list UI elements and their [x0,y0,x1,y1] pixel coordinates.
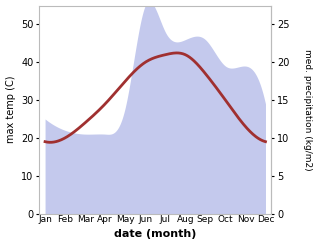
Y-axis label: max temp (C): max temp (C) [5,76,16,143]
X-axis label: date (month): date (month) [114,230,197,239]
Y-axis label: med. precipitation (kg/m2): med. precipitation (kg/m2) [303,49,313,170]
